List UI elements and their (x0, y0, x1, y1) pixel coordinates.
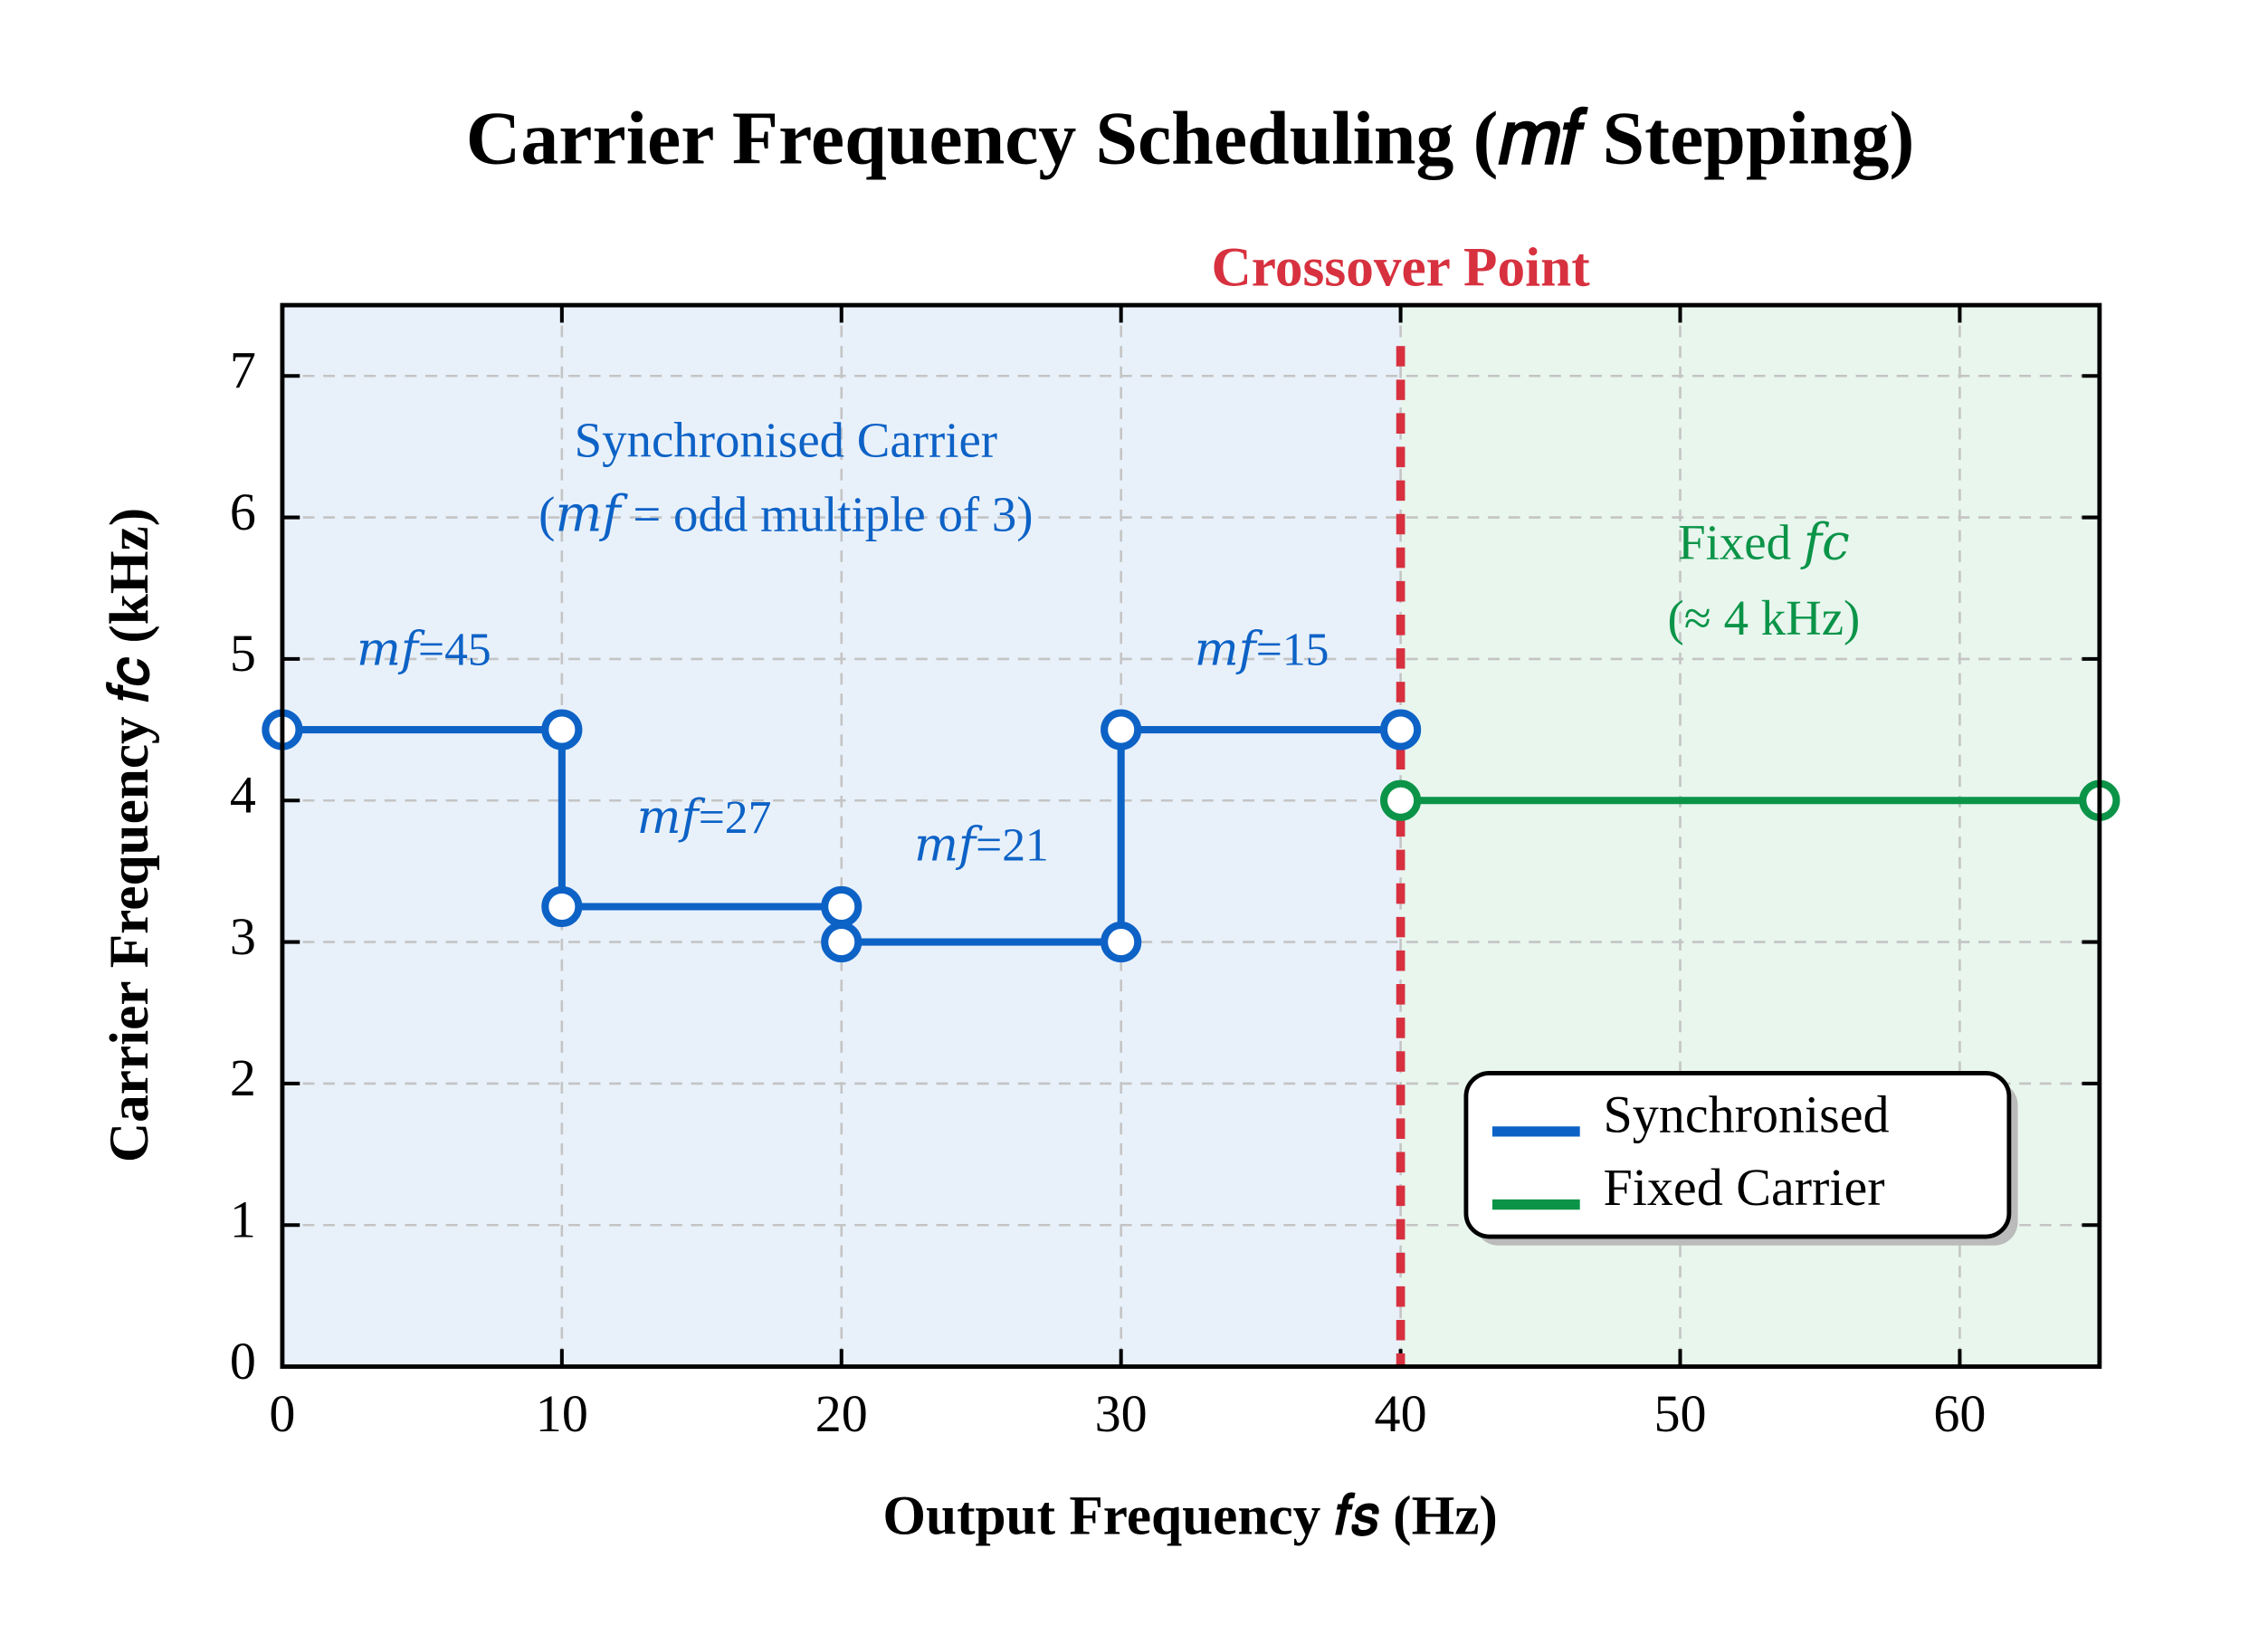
y-tick-label: 4 (230, 766, 256, 825)
x-axis-label: Output Frequency 𝑓𝑠 (Hz) (882, 1486, 1497, 1547)
annotation: Fixed 𝑓𝑐 (1678, 514, 1850, 569)
annotation: 𝑚𝑓=21 (914, 819, 1049, 871)
marker (1101, 921, 1142, 963)
x-tick-label: 30 (1095, 1384, 1148, 1443)
legend-box (1463, 1070, 2012, 1239)
y-tick-label: 5 (230, 624, 256, 683)
legend-label: Fixed Carrier (1604, 1158, 1885, 1217)
y-tick-label: 1 (230, 1190, 256, 1249)
marker (541, 885, 583, 928)
y-tick-label: 3 (230, 907, 256, 966)
legend-label: Synchronised (1604, 1085, 1890, 1143)
annotation: 𝑚𝑓=15 (1195, 624, 1329, 675)
chart-title: Carrier Frequency Scheduling (𝑚𝑓 Steppin… (466, 97, 1915, 181)
marker (1101, 709, 1142, 750)
x-tick-label: 20 (815, 1384, 868, 1443)
plot-frame (280, 302, 2102, 1369)
y-tick-label: 7 (230, 341, 256, 400)
annotation: 𝑚𝑓=45 (357, 624, 491, 675)
annotation: 𝑚𝑓=27 (637, 792, 772, 844)
legend: Synchronised Fixed Carrier (1463, 1070, 2018, 1246)
crossover-label: Crossover Point (1212, 237, 1591, 299)
marker (821, 885, 862, 928)
y-tick-label: 0 (230, 1332, 256, 1391)
y-axis-label: Carrier Frequency 𝑓𝑐 (kHz) (99, 508, 160, 1162)
marker (1380, 779, 1422, 821)
x-tick-label: 50 (1653, 1384, 1706, 1443)
y-tick-label: 6 (230, 483, 256, 541)
marker (1380, 709, 1422, 750)
x-tick-label: 40 (1375, 1384, 1427, 1443)
x-tick-label: 0 (269, 1384, 295, 1443)
x-tick-label: 60 (1933, 1384, 1986, 1443)
annotation: (𝑚𝑓 = odd multiple of 3) (538, 487, 1033, 542)
x-tick-label: 10 (536, 1384, 588, 1443)
marker (541, 709, 583, 750)
y-tick-label: 2 (230, 1048, 256, 1107)
marker (821, 921, 862, 963)
annotation: Synchronised Carrier (575, 412, 997, 467)
annotation: (≈ 4 kHz) (1668, 590, 1861, 645)
